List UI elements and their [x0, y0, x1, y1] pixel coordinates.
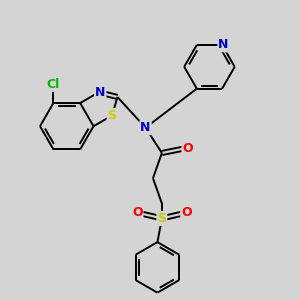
Text: S: S	[158, 212, 166, 225]
Text: N: N	[140, 121, 151, 134]
Text: N: N	[218, 38, 229, 51]
Text: Cl: Cl	[47, 78, 60, 91]
Text: N: N	[95, 86, 105, 99]
Text: S: S	[108, 109, 117, 122]
Text: O: O	[132, 206, 142, 219]
Text: O: O	[181, 206, 192, 219]
Text: O: O	[182, 142, 193, 155]
